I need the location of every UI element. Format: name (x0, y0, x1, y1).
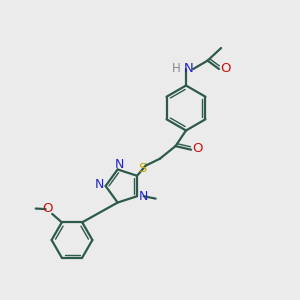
Text: O: O (43, 202, 53, 215)
Text: N: N (95, 178, 104, 191)
Text: S: S (138, 162, 146, 176)
Text: O: O (220, 62, 231, 75)
Text: N: N (139, 190, 148, 203)
Text: N: N (184, 62, 194, 75)
Text: H: H (172, 62, 181, 75)
Text: O: O (193, 142, 203, 155)
Text: N: N (114, 158, 124, 171)
